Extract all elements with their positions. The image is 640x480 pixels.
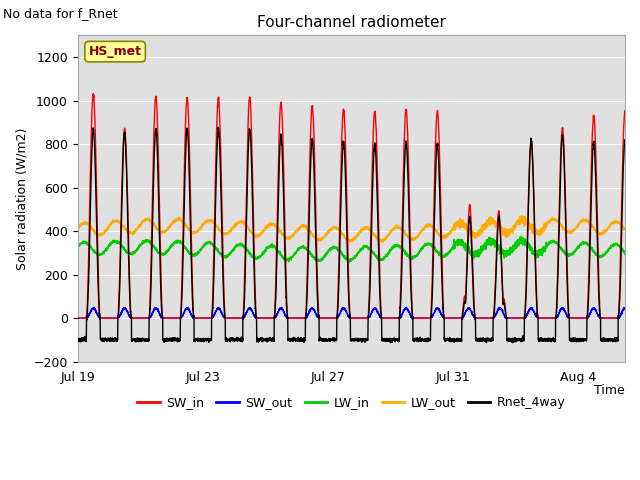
Text: No data for f_Rnet: No data for f_Rnet — [3, 7, 118, 20]
Title: Four-channel radiometer: Four-channel radiometer — [257, 15, 446, 30]
Y-axis label: Solar radiation (W/m2): Solar radiation (W/m2) — [15, 127, 28, 270]
Legend: SW_in, SW_out, LW_in, LW_out, Rnet_4way: SW_in, SW_out, LW_in, LW_out, Rnet_4way — [132, 391, 570, 414]
Text: Time: Time — [595, 384, 625, 397]
Text: HS_met: HS_met — [88, 45, 141, 58]
